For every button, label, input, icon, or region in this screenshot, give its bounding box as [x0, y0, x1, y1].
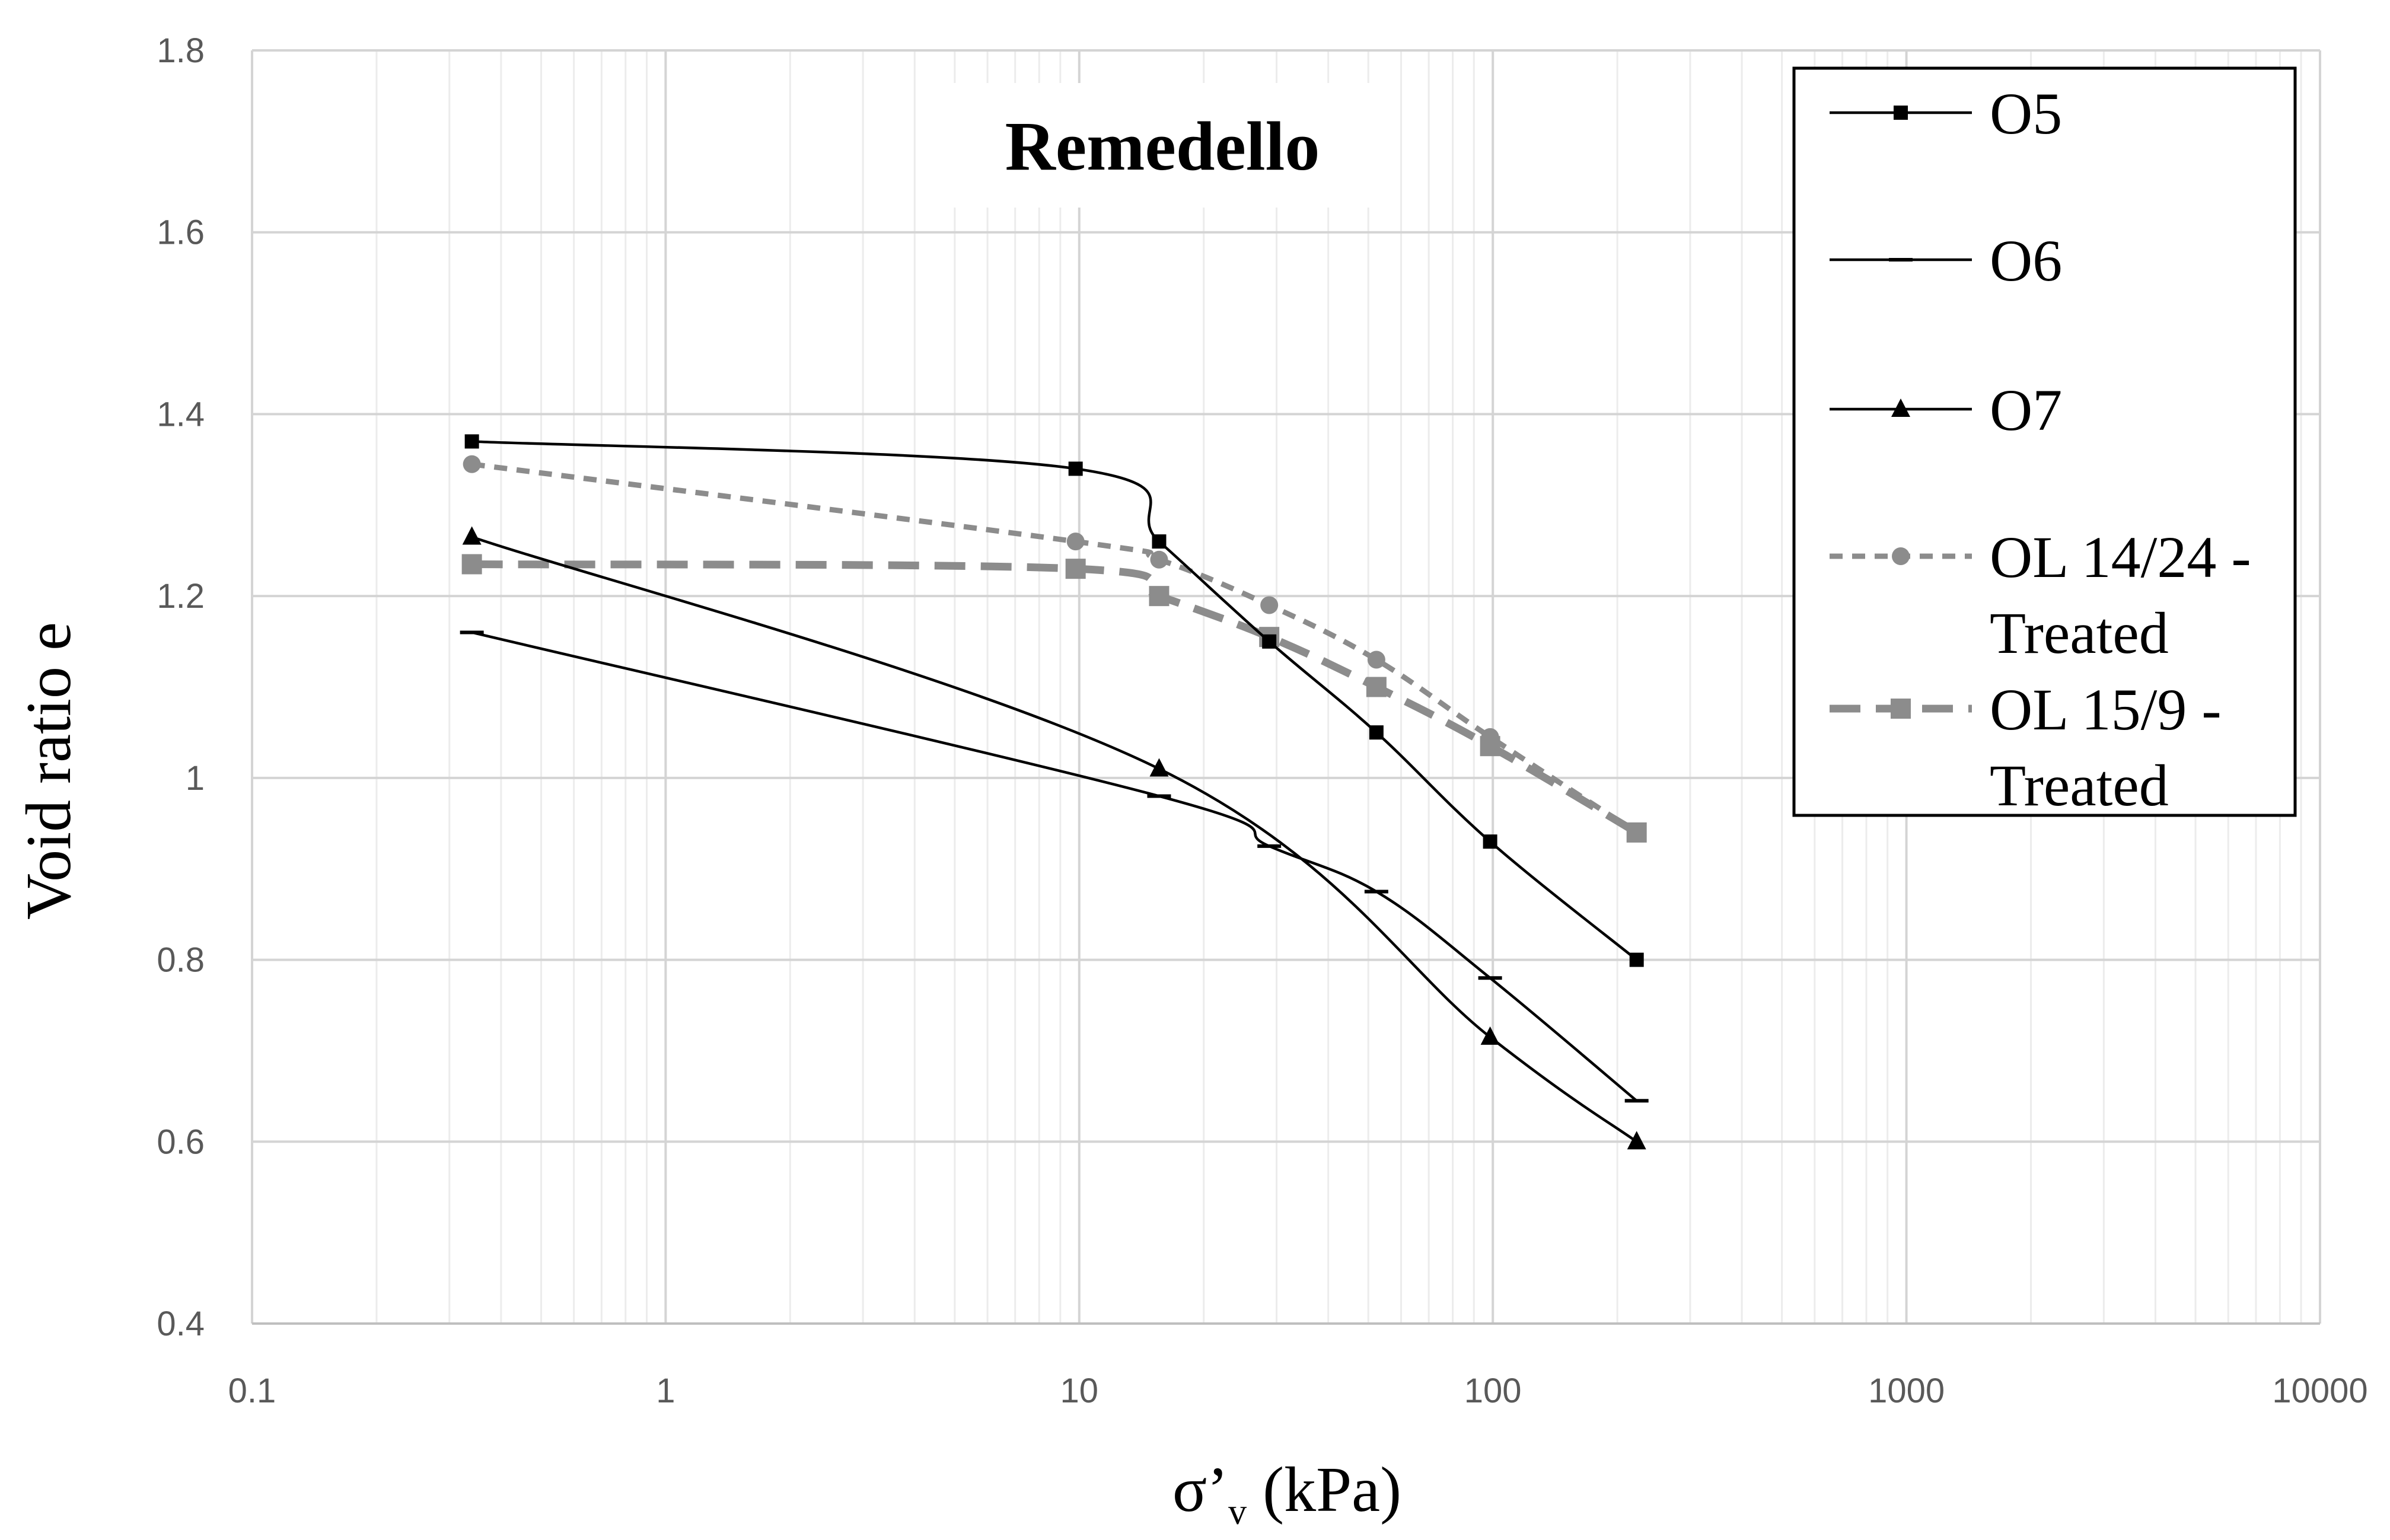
y-tick-label: 1.8 [157, 31, 205, 70]
x-tick-labels: 0.1 1 10 100 1000 10000 [228, 1372, 2368, 1410]
data-point-ol15-9-treated [1626, 822, 1647, 843]
data-point-o6 [1147, 794, 1171, 798]
legend-label: Treated [1990, 753, 2169, 818]
x-tick-label: 10000 [2272, 1372, 2367, 1410]
y-axis-title: Void ratio e [14, 622, 84, 920]
legend-box [1792, 66, 2297, 817]
y-tick-label: 1.4 [157, 395, 205, 433]
data-point-o5 [1483, 834, 1497, 849]
data-point-o7 [1480, 1026, 1500, 1045]
data-point-o6 [460, 630, 484, 635]
y-tick-label: 1.2 [157, 577, 205, 616]
data-point-o6 [1364, 889, 1388, 894]
y-tick-label: 0.4 [157, 1305, 205, 1343]
series-o7 [462, 526, 1646, 1150]
series-o5 [464, 434, 1644, 967]
y-tick-label: 1.6 [157, 213, 205, 252]
y-tick-labels: 0.4 0.6 0.8 1 1.2 1.4 1.6 1.8 [157, 31, 205, 1343]
data-point-ol15-9-treated [1149, 586, 1169, 607]
data-point-ol15-9-treated [1480, 736, 1500, 757]
y-tick-label: 0.8 [157, 941, 205, 980]
data-point-o5 [1152, 534, 1167, 549]
x-axis-title: σ’v (kPa) [1172, 1455, 1401, 1532]
legend-item-o5: O5 [1830, 81, 2062, 146]
legend-label: OL 15/9 - [1990, 677, 2222, 742]
x-tick-label: 1000 [1868, 1372, 1945, 1410]
data-point-o5 [464, 434, 479, 449]
data-point-o5 [1262, 634, 1277, 649]
grid [251, 49, 2321, 1325]
legend-label: OL 14/24 - [1990, 524, 2251, 590]
x-tick-label: 10 [1060, 1372, 1099, 1410]
x-tick-label: 100 [1464, 1372, 1522, 1410]
data-point-o6 [1478, 976, 1502, 980]
data-point-ol15-9-treated [461, 554, 482, 575]
series-line-ol15-9-treated [471, 560, 1639, 836]
y-tick-label: 1 [186, 759, 205, 798]
data-point-o7 [1149, 758, 1169, 777]
data-point-ol14-24-treated [1150, 550, 1168, 569]
legend-swatch-marker [1891, 398, 1910, 417]
series-line-o5 [471, 440, 1638, 961]
x-axis-title-main: σ’ [1172, 1455, 1228, 1525]
legend-label: Treated [1990, 600, 2169, 666]
series-o6 [460, 630, 1649, 1103]
series-line-o7 [471, 535, 1638, 1143]
legend-item-ol14-24-treated: OL 14/24 - Treated [1830, 524, 2251, 666]
data-point-o6 [1257, 844, 1282, 848]
legend: O5 O6 O7 OL 14/24 - Treated OL 15/9 - Treated [1792, 66, 2297, 818]
legend-item-o6: O6 [1830, 228, 2062, 294]
legend-swatch-marker [1889, 258, 1913, 262]
legend-swatch-marker [1892, 547, 1910, 565]
legend-swatch-marker [1891, 699, 1911, 719]
data-point-ol15-9-treated [1366, 677, 1387, 697]
data-point-ol14-24-treated [463, 455, 481, 473]
data-point-ol15-9-treated [1065, 559, 1086, 579]
legend-item-o7: O7 [1830, 377, 2062, 443]
data-point-o5 [1068, 461, 1083, 476]
title-background [937, 83, 1400, 208]
x-axis-title-subscript: v [1228, 1492, 1247, 1532]
data-point-o7 [1627, 1131, 1646, 1150]
data-point-o5 [1629, 952, 1644, 967]
data-point-ol14-24-treated [1260, 596, 1279, 614]
x-tick-label: 0.1 [228, 1372, 276, 1410]
data-point-o6 [1624, 1099, 1649, 1103]
legend-label: O5 [1990, 81, 2062, 146]
data-point-o5 [1369, 725, 1384, 740]
legend-swatch-marker [1894, 106, 1908, 120]
legend-label: O7 [1990, 377, 2062, 443]
legend-label: O6 [1990, 228, 2062, 294]
x-tick-label: 1 [656, 1372, 675, 1410]
chart-title: Remedello [1005, 107, 1320, 185]
data-point-ol14-24-treated [1066, 533, 1085, 551]
x-axis-title-unit: (kPa) [1247, 1455, 1401, 1525]
y-tick-label: 0.6 [157, 1123, 205, 1161]
data-point-ol14-24-treated [1367, 651, 1385, 669]
data-point-o7 [462, 526, 482, 545]
legend-item-ol15-9-treated: OL 15/9 - Treated [1830, 677, 2222, 818]
series [460, 434, 1649, 1150]
